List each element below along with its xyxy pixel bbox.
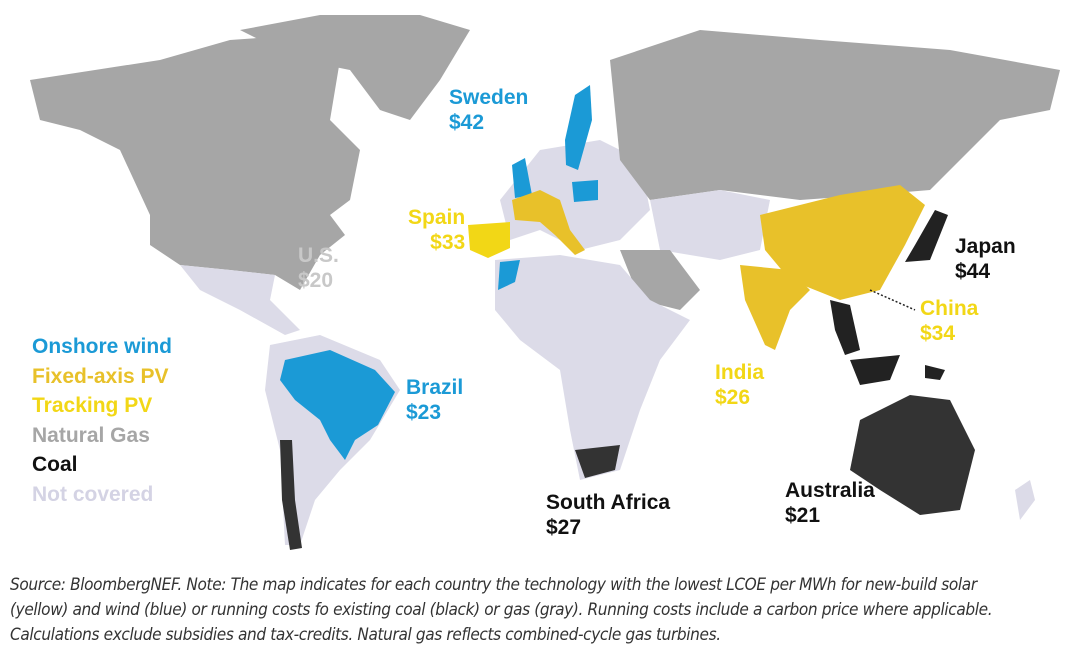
region-south-africa	[575, 445, 620, 478]
china-leader-line	[869, 289, 916, 311]
region-mexico-central-america	[180, 265, 300, 335]
region-southeast-asia	[830, 300, 945, 385]
region-chile	[280, 440, 302, 550]
region-india	[740, 265, 810, 350]
region-poland	[572, 180, 598, 202]
region-usa	[150, 215, 345, 290]
label-japan: Japan $44	[955, 235, 1016, 283]
region-new-zealand	[1015, 480, 1035, 520]
region-russia	[610, 30, 1060, 200]
legend-onshore-wind: Onshore wind	[32, 335, 173, 358]
region-france-italy	[512, 190, 585, 255]
region-brazil	[280, 350, 395, 460]
legend: Onshore wind Fixed-axis PV Tracking PV N…	[32, 332, 172, 509]
region-spain	[468, 222, 510, 258]
caption: Source: BloombergNEF. Note: The map indi…	[10, 575, 993, 644]
legend-fixed-axis-pv: Fixed-axis PV	[32, 364, 169, 388]
label-india: India $26	[715, 361, 765, 409]
region-scandinavia	[565, 85, 592, 170]
label-australia: Australia $21	[785, 479, 875, 527]
region-africa	[495, 255, 690, 480]
region-morocco	[498, 260, 520, 290]
label-south-africa: South Africa $27	[546, 491, 671, 539]
region-australia	[850, 395, 975, 515]
label-us: U.S. $20	[298, 244, 339, 292]
region-uk	[512, 158, 532, 198]
label-spain: Spain $33	[408, 206, 466, 254]
region-greenland-arctic	[240, 15, 470, 120]
region-central-asia	[650, 190, 770, 260]
legend-coal: Coal	[32, 453, 78, 476]
legend-natural-gas: Natural Gas	[32, 423, 150, 447]
label-china: China $34	[920, 297, 979, 345]
region-japan	[905, 210, 948, 262]
label-sweden: Sweden $42	[449, 86, 529, 134]
label-brazil: Brazil $23	[406, 376, 464, 424]
legend-tracking-pv: Tracking PV	[32, 394, 153, 417]
region-canada-alaska	[30, 35, 360, 215]
legend-not-covered: Not covered	[32, 482, 154, 506]
region-china	[760, 185, 925, 300]
world-map	[30, 15, 1060, 550]
